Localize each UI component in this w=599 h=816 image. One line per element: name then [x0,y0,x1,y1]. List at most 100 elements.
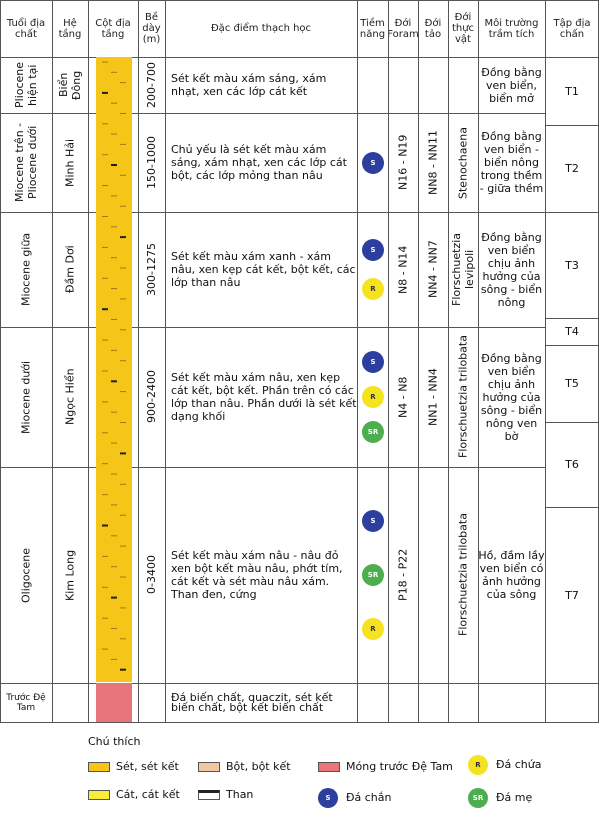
flora: Stenochaena [456,126,470,199]
grid-line [357,0,358,722]
seismic-unit: T7 [565,588,579,602]
lithology-text: Sét kết màu xám sáng, xám nhạt, xen các … [171,72,327,98]
grid-line [545,57,599,58]
thickness: 200-700 [145,62,158,108]
column-header: Đới tảo [424,17,442,40]
column-header: Tập địa chấn [553,17,591,40]
formation: Kim Long [63,549,77,601]
grid-line [0,0,599,1]
legend-label: Đá chắn [346,791,392,804]
lithology-text: Sét kết màu xám xanh - xám nâu, xen kẹp … [171,250,356,289]
potential-icon: S [362,351,384,373]
legend-icon: SR [468,788,488,808]
legend-swatch [318,762,340,772]
legend-swatch [88,762,110,772]
grid-line [545,0,546,722]
grid-line [0,327,545,328]
potential-icon: S [362,151,384,174]
grid-line [0,113,545,114]
thickness: 0-3400 [145,555,158,595]
grid-line [165,0,166,722]
grid-line [545,345,599,346]
algae: NN8 - NN11 [426,130,440,195]
formation: Biển Đông [57,70,83,100]
grid-line [138,0,139,722]
legend-label: Móng trước Đệ Tam [346,760,453,773]
grid-line [418,0,419,722]
environment: Hồ, đầm lầy ven biển có ảnh hưởng của sô… [478,549,545,601]
legend-swatch [88,790,110,800]
formation: Ngọc Hiển [63,368,77,426]
legend-icon: S [318,788,338,808]
lithology-text: Chủ yếu là sét kết màu xám sáng, xám nhạ… [171,143,347,182]
column-header: Đới Foram [387,17,419,40]
potential-icon: R [362,277,384,300]
seismic-unit: T1 [565,84,579,98]
thickness: 150-1000 [145,136,158,189]
grid-line [0,467,545,468]
column-header: Tuổi địa chất [6,17,46,40]
column-header: Đặc điểm thạch học [210,23,312,34]
seismic-unit: T6 [565,458,579,471]
foram: N4 - N8 [396,376,410,418]
column-header: Bề dày (m) [142,12,161,45]
grid-line [388,0,389,722]
grid-line [88,0,89,722]
formation: Đầm Dơi [63,245,77,294]
column-header: Đới thực vật [451,12,475,45]
foram: P18 - P22 [396,548,410,602]
grid-line [0,212,545,213]
column-header: Môi trường trầm tích [484,17,539,40]
legend-icon: R [468,755,488,775]
lithology-text: Đá biến chất, quaczit, sét kết biến chất… [171,690,333,714]
potential-icon: SR [362,564,384,586]
environment: Đồng bằng ven biển chịu ảnh hưởng của sô… [480,230,543,309]
column-header: Hệ tầng [58,17,82,40]
legend-swatch [198,790,220,800]
flora: Florschuetzia levipoli [450,233,476,307]
basement [96,683,132,722]
grid-line [545,125,599,126]
legend-label: Bột, bột kết [226,760,291,773]
legend-label: Sét, sét kết [116,760,179,773]
column-svg [96,57,132,722]
flora: Florschuetzia trilobata [456,335,470,459]
thickness: 300-1275 [145,243,158,296]
column-header: Cột địa tầng [95,17,131,40]
grid-line [545,422,599,423]
algae: NN1 - NN4 [426,368,440,426]
age: Miocene dưới [19,360,33,434]
column-header: Tiềm năng [359,17,386,40]
age: Pliocene hiện tại [13,61,39,109]
sand-clay [96,57,132,682]
seismic-unit: T2 [565,162,579,175]
environment: Đồng bằng ven biển chịu ảnh hưởng của sô… [480,351,543,443]
legend-swatch [198,762,220,772]
strat-column [96,57,132,722]
legend-label: Đá chứa [496,758,542,771]
grid-line [52,0,53,722]
grid-line [478,0,479,722]
grid-line [0,683,545,684]
thickness: 900-2400 [145,370,158,424]
grid-line [0,0,1,722]
legend-title: Chú thích [88,735,141,748]
environment: Đồng bằng ven biển - biển nông trong thề… [479,130,544,195]
grid-line [448,0,449,722]
flora: Florschuetzia trilobata [456,513,470,637]
potential-icon: SR [362,421,384,443]
foram: N8 - N14 [396,245,410,294]
foram: N16 - N19 [396,134,410,191]
seismic-unit: T3 [565,258,579,272]
grid-line [545,318,599,319]
algae: NN4 - NN7 [426,240,440,299]
seismic-unit: T4 [565,325,579,338]
grid-line [545,507,599,508]
grid-line [0,57,545,58]
environment: Đồng bằng ven biển, biển mở [481,65,542,105]
potential-icon: R [362,618,384,640]
legend-label: Than [226,788,254,801]
legend-label: Cát, cát kết [116,788,180,801]
age: Trước Đệ Tam [6,692,46,713]
